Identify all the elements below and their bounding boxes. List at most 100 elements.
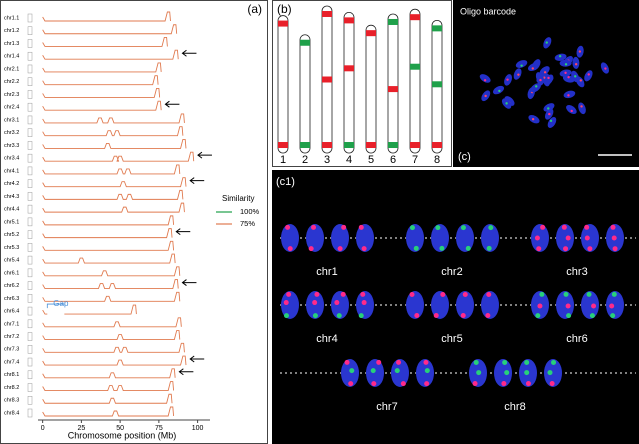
signal-spot: [505, 102, 508, 105]
similarity-profile: [42, 75, 159, 86]
similarity-profile: [42, 24, 178, 35]
panel-a-frame: [0, 0, 268, 444]
signal-spot: [525, 381, 531, 387]
mini-scale: [27, 13, 33, 23]
image-title: Oligo barcode: [460, 6, 516, 16]
signal-spot: [604, 67, 607, 70]
row-label: chr2.2: [4, 79, 19, 85]
chromosome: [277, 15, 289, 154]
chromosome-number: 8: [434, 154, 440, 166]
mini-scale: [27, 77, 33, 86]
row-label: chr8.1: [4, 372, 19, 378]
row-label: chr3.1: [4, 117, 19, 123]
signal-spot: [543, 71, 547, 74]
chromosome-label: chr3: [566, 266, 587, 278]
similarity-profile: [42, 381, 175, 391]
chromosome-blob: [356, 291, 374, 319]
similarity-profile: [42, 202, 185, 213]
chromosome: [387, 13, 399, 154]
similarity-profile: [42, 100, 162, 111]
chromosome: [299, 34, 311, 154]
oligo-band: [300, 39, 310, 46]
signal-spot: [358, 313, 364, 319]
chromosome-blob: [331, 224, 349, 252]
cell-blob: [563, 90, 576, 99]
signal-spot: [424, 381, 430, 387]
similarity-profile: [42, 164, 181, 175]
mini-scale: [27, 192, 33, 201]
mini-scale: [27, 243, 33, 252]
chromosome-label: chr6: [566, 333, 587, 345]
signal-spot: [314, 291, 320, 297]
oligo-band: [322, 76, 332, 83]
chromosome-blob: [556, 224, 574, 252]
chromosome-blob: [544, 359, 562, 387]
signal-spot: [433, 313, 439, 318]
row-label: chr2.1: [4, 66, 19, 72]
signal-spot: [360, 291, 366, 297]
gap-label: Gap: [53, 299, 69, 308]
mini-scale: [27, 153, 33, 163]
similarity-profile: [42, 266, 181, 277]
chromosome-blob: [606, 291, 624, 319]
row-label: chr8.4: [4, 410, 19, 416]
oligo-band: [410, 14, 420, 21]
signal-spot: [506, 78, 509, 81]
mini-scale: [27, 255, 33, 265]
cell-blob: [493, 85, 505, 95]
cell-blob: [539, 66, 550, 76]
signal-spot: [473, 359, 479, 365]
chromosome-blob: [456, 291, 474, 319]
row-label: chr7.2: [4, 334, 19, 340]
signal-spot: [610, 224, 616, 230]
signal-spot: [566, 313, 572, 319]
chromosome-blob: [281, 291, 299, 319]
cell-blob: [559, 59, 572, 67]
mini-scale: [27, 26, 33, 35]
signal-spot: [548, 112, 551, 116]
chromosome-number: 7: [412, 154, 418, 166]
oligo-band: [432, 25, 442, 32]
signal-spot: [587, 73, 590, 76]
signal-spot: [611, 235, 617, 241]
row-label: chr3.4: [4, 156, 19, 162]
chromosome-blob: [431, 224, 449, 252]
similarity-profile: [42, 126, 184, 137]
signal-spot: [584, 235, 590, 241]
similarity-profile: [42, 177, 187, 188]
chromosome-blob: [581, 224, 599, 252]
chromosome: [365, 24, 377, 154]
signal-spot: [536, 246, 542, 252]
similarity-profile: [42, 291, 181, 302]
x-tick-label: 50: [116, 425, 124, 432]
arrow: [178, 368, 194, 376]
chromosome-label: chr4: [316, 333, 337, 345]
signal-spot: [409, 225, 415, 231]
signal-spot: [349, 368, 355, 374]
mini-scale: [27, 204, 33, 214]
row-label: chr2.4: [4, 105, 19, 111]
signal-spot: [561, 224, 567, 230]
signal-spot: [587, 246, 593, 252]
signal-spot: [361, 300, 367, 306]
mini-scale: [27, 166, 33, 176]
signal-spot: [376, 359, 382, 365]
signal-spot: [409, 292, 415, 297]
row-label: chr6.3: [4, 296, 19, 302]
similarity-profile: [42, 317, 182, 328]
chromosome-blob: [391, 359, 409, 387]
similarity-profile: [42, 304, 137, 315]
signal-spot: [584, 224, 590, 230]
chromosome-blob: [341, 359, 359, 387]
chromosome-label: chr5: [441, 333, 462, 345]
row-label: chr5.3: [4, 245, 19, 251]
signal-spot: [472, 381, 478, 387]
chromosome-label: chr8: [504, 401, 525, 413]
cell-blob: [584, 70, 593, 82]
mini-scale: [27, 39, 33, 48]
signal-spot: [609, 303, 615, 309]
oligo-band: [300, 142, 310, 149]
mini-scale: [27, 51, 33, 61]
similarity-profile: [42, 342, 185, 353]
chromosome-blob: [481, 291, 499, 319]
